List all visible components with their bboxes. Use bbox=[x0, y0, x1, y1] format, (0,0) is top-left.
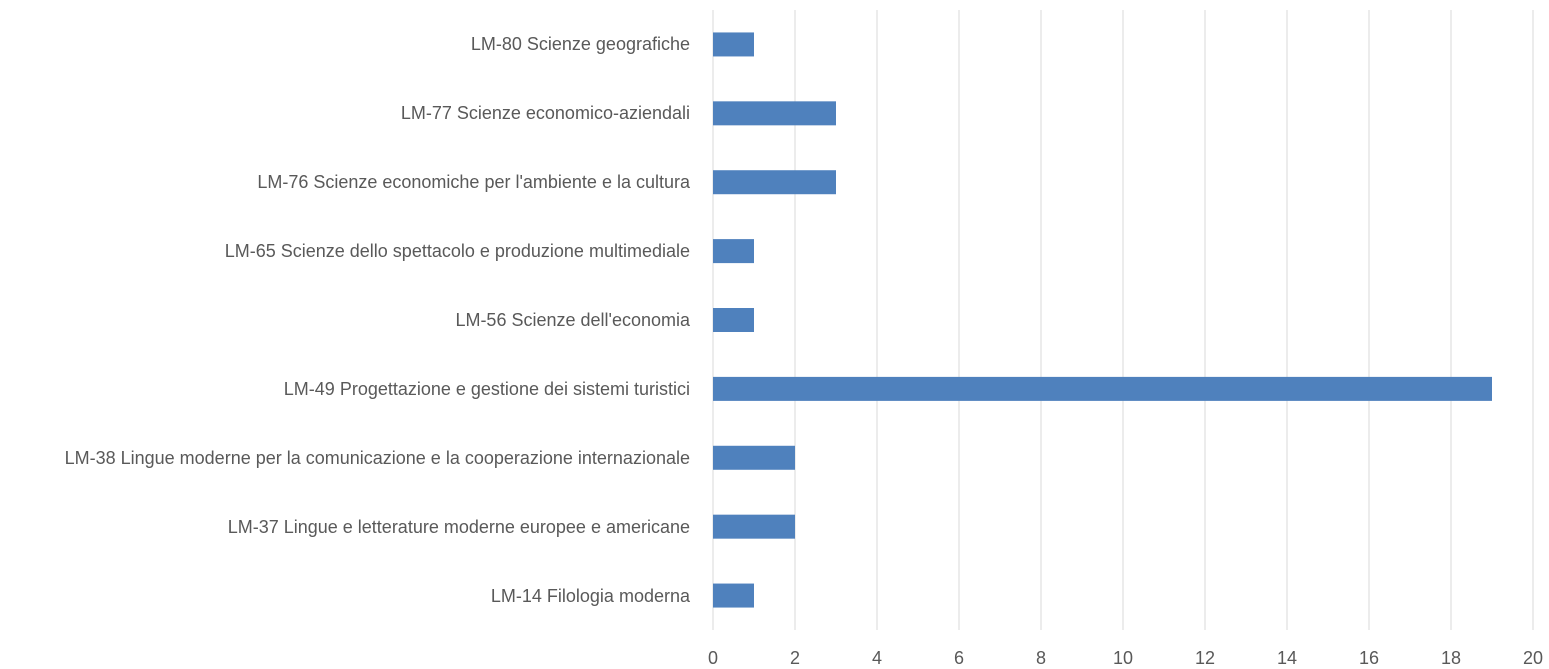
y-tick-label-box: LM-38 Lingue moderne per la comunicazion… bbox=[65, 447, 690, 469]
x-tick-label: 16 bbox=[1359, 648, 1379, 668]
x-tick-label: 8 bbox=[1036, 648, 1046, 668]
y-tick-label-box: LM-76 Scienze economiche per l'ambiente … bbox=[257, 171, 690, 193]
x-tick-label: 18 bbox=[1441, 648, 1461, 668]
bar bbox=[713, 376, 1492, 401]
y-tick-label: LM-14 Filologia moderna bbox=[490, 585, 690, 606]
x-tick-label: 20 bbox=[1523, 648, 1543, 668]
y-tick-label: LM-76 Scienze economiche per l'ambiente … bbox=[257, 172, 690, 193]
y-tick-label-box: LM-56 Scienze dell'economia bbox=[455, 309, 690, 331]
bar bbox=[713, 239, 754, 264]
x-tick-label: 12 bbox=[1195, 648, 1215, 668]
y-tick-label-box: LM-77 Scienze economico-aziendali bbox=[401, 102, 690, 124]
bar bbox=[713, 308, 754, 332]
bar bbox=[713, 32, 754, 57]
y-tick-label: LM-49 Progettazione e gestione dei siste… bbox=[283, 378, 690, 399]
y-tick-label: LM-80 Scienze geografiche bbox=[470, 34, 690, 55]
y-tick-label-box: LM-49 Progettazione e gestione dei siste… bbox=[284, 378, 690, 400]
x-tick-label: 10 bbox=[1113, 648, 1133, 668]
y-tick-label-box: LM-80 Scienze geografiche bbox=[471, 33, 690, 55]
y-tick-label-box: LM-65 Scienze dello spettacolo e produzi… bbox=[225, 240, 690, 262]
y-tick-label-box: LM-14 Filologia moderna bbox=[491, 585, 690, 607]
x-tick-label: 0 bbox=[708, 648, 718, 668]
y-tick-label: LM-77 Scienze economico-aziendali bbox=[400, 103, 690, 124]
x-tick-label: 6 bbox=[954, 648, 964, 668]
x-tick-label: 4 bbox=[872, 648, 882, 668]
y-tick-label: LM-65 Scienze dello spettacolo e produzi… bbox=[224, 241, 690, 262]
bar bbox=[713, 514, 795, 539]
bar bbox=[713, 445, 795, 470]
y-tick-label: LM-56 Scienze dell'economia bbox=[455, 310, 690, 330]
bar bbox=[713, 101, 836, 126]
x-tick-label: 2 bbox=[790, 648, 800, 668]
bar bbox=[713, 583, 754, 608]
y-tick-label-box: LM-37 Lingue e letterature moderne europ… bbox=[228, 516, 690, 538]
y-tick-label: LM-38 Lingue moderne per la comunicazion… bbox=[64, 447, 690, 468]
x-tick-label: 14 bbox=[1277, 648, 1297, 668]
y-tick-label: LM-37 Lingue e letterature moderne europ… bbox=[227, 516, 690, 537]
bar bbox=[713, 170, 836, 195]
